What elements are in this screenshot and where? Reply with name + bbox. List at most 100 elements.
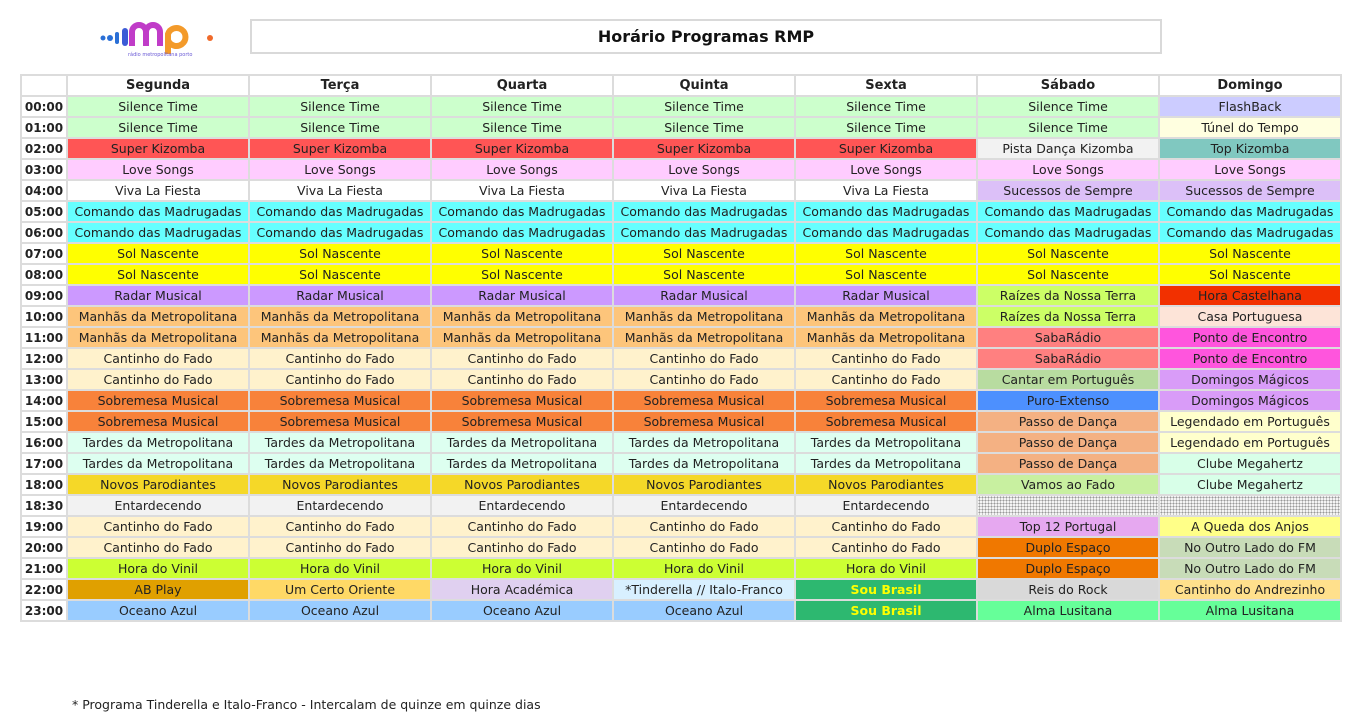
program-cell: Comando das Madrugadas <box>432 202 612 221</box>
program-cell: Hora do Vinil <box>250 559 430 578</box>
program-cell: Manhãs da Metropolitana <box>250 307 430 326</box>
program-cell: Novos Parodiantes <box>432 475 612 494</box>
program-cell: Ponto de Encontro <box>1160 328 1340 347</box>
program-cell: Duplo Espaço <box>978 559 1158 578</box>
program-cell: Silence Time <box>614 97 794 116</box>
program-cell: Cantinho do Fado <box>614 538 794 557</box>
schedule-row: 04:00 Viva La Fiesta Viva La Fiesta Viva La… <box>22 181 1340 200</box>
schedule-row: 12:00 Cantinho do Fado Cantinho do Fado Can… <box>22 349 1340 368</box>
schedule-row: 13:00 Cantinho do Fado Cantinho do Fado Can… <box>22 370 1340 389</box>
schedule-row: 01:00 Silence Time Silence Time Silence Tim… <box>22 118 1340 137</box>
program-cell: Love Songs <box>614 160 794 179</box>
program-cell: Viva La Fiesta <box>432 181 612 200</box>
program-cell: Silence Time <box>796 118 976 137</box>
program-cell: Sobremesa Musical <box>614 391 794 410</box>
program-cell: Domingos Mágicos <box>1160 391 1340 410</box>
program-cell: No Outro Lado do FM <box>1160 538 1340 557</box>
schedule-row: 03:00 Love Songs Love Songs Love Songs Love … <box>22 160 1340 179</box>
program-cell: Top Kizomba <box>1160 139 1340 158</box>
program-cell: Radar Musical <box>614 286 794 305</box>
program-cell: Silence Time <box>978 97 1158 116</box>
time-label: 13:00 <box>22 370 66 389</box>
program-cell: Manhãs da Metropolitana <box>432 307 612 326</box>
program-cell: Comando das Madrugadas <box>250 202 430 221</box>
program-cell: Sobremesa Musical <box>432 412 612 431</box>
program-cell: Comando das Madrugadas <box>614 202 794 221</box>
time-label: 01:00 <box>22 118 66 137</box>
time-label: 18:00 <box>22 475 66 494</box>
program-cell: *Tinderella // Italo-Franco <box>614 580 794 599</box>
program-cell: Casa Portuguesa <box>1160 307 1340 326</box>
program-cell: Comando das Madrugadas <box>978 202 1158 221</box>
time-label: 06:00 <box>22 223 66 242</box>
program-cell: Sobremesa Musical <box>796 391 976 410</box>
program-cell: Super Kizomba <box>796 139 976 158</box>
program-cell: Entardecendo <box>796 496 976 515</box>
program-cell: Sobremesa Musical <box>250 412 430 431</box>
program-cell: AB Play <box>68 580 248 599</box>
program-cell: Love Songs <box>68 160 248 179</box>
corner-cell <box>22 76 66 95</box>
program-cell: Oceano Azul <box>250 601 430 620</box>
program-cell: Cantinho do Fado <box>796 349 976 368</box>
program-cell: Alma Lusitana <box>1160 601 1340 620</box>
program-cell: Ponto de Encontro <box>1160 349 1340 368</box>
day-header: Domingo <box>1160 76 1340 95</box>
program-cell: Love Songs <box>1160 160 1340 179</box>
program-cell: Legendado em Português <box>1160 433 1340 452</box>
program-cell: Sobremesa Musical <box>796 412 976 431</box>
program-cell: Radar Musical <box>432 286 612 305</box>
time-label: 14:00 <box>22 391 66 410</box>
program-cell: Super Kizomba <box>614 139 794 158</box>
program-cell: Manhãs da Metropolitana <box>68 328 248 347</box>
schedule-row: 05:00 Comando das Madrugadas Comando das M… <box>22 202 1340 221</box>
program-cell: Cantinho do Fado <box>68 349 248 368</box>
program-cell: Comando das Madrugadas <box>796 223 976 242</box>
program-cell: Comando das Madrugadas <box>796 202 976 221</box>
program-cell: Hora do Vinil <box>796 559 976 578</box>
program-cell: Pista Dança Kizomba <box>978 139 1158 158</box>
program-cell: Clube Megahertz <box>1160 475 1340 494</box>
time-label: 23:00 <box>22 601 66 620</box>
program-cell: Passo de Dança <box>978 412 1158 431</box>
time-label: 16:00 <box>22 433 66 452</box>
time-label: 03:00 <box>22 160 66 179</box>
time-label: 04:00 <box>22 181 66 200</box>
program-cell: Sol Nascente <box>614 244 794 263</box>
day-header: Sábado <box>978 76 1158 95</box>
program-cell: Hora do Vinil <box>68 559 248 578</box>
program-cell: Sou Brasil <box>796 601 976 620</box>
program-cell: Duplo Espaço <box>978 538 1158 557</box>
program-cell: Tardes da Metropolitana <box>432 433 612 452</box>
program-cell: Tardes da Metropolitana <box>68 454 248 473</box>
program-cell: Entardecendo <box>432 496 612 515</box>
program-cell: Oceano Azul <box>614 601 794 620</box>
program-cell: Sobremesa Musical <box>614 412 794 431</box>
time-label: 09:00 <box>22 286 66 305</box>
day-header: Sexta <box>796 76 976 95</box>
program-cell: Silence Time <box>68 97 248 116</box>
svg-text:rádio metropolitana porto: rádio metropolitana porto <box>128 51 192 58</box>
program-cell: Comando das Madrugadas <box>250 223 430 242</box>
schedule-row: 11:00 Manhãs da Metropolitana Manhãs da Me… <box>22 328 1340 347</box>
page-title: Horário Programas RMP <box>250 19 1162 54</box>
program-cell: Cantinho do Andrezinho <box>1160 580 1340 599</box>
program-cell: Silence Time <box>796 97 976 116</box>
program-cell: Manhãs da Metropolitana <box>250 328 430 347</box>
program-cell: Sol Nascente <box>432 244 612 263</box>
program-cell: Cantinho do Fado <box>432 538 612 557</box>
program-cell: Passo de Dança <box>978 433 1158 452</box>
program-cell: Cantinho do Fado <box>432 349 612 368</box>
program-cell: Manhãs da Metropolitana <box>68 307 248 326</box>
schedule-row: 02:00 Super Kizomba Super Kizomba Super Kiz… <box>22 139 1340 158</box>
footnote: * Programa Tinderella e Italo-Franco - I… <box>72 697 541 712</box>
program-cell: Raízes da Nossa Terra <box>978 286 1158 305</box>
program-cell: Sol Nascente <box>796 265 976 284</box>
program-cell: Túnel do Tempo <box>1160 118 1340 137</box>
program-cell: Super Kizomba <box>432 139 612 158</box>
program-cell: Comando das Madrugadas <box>978 223 1158 242</box>
time-label: 18:30 <box>22 496 66 515</box>
program-cell: Novos Parodiantes <box>68 475 248 494</box>
program-cell: Entardecendo <box>68 496 248 515</box>
rmp-logo: rádio metropolitana porto <box>98 18 218 58</box>
